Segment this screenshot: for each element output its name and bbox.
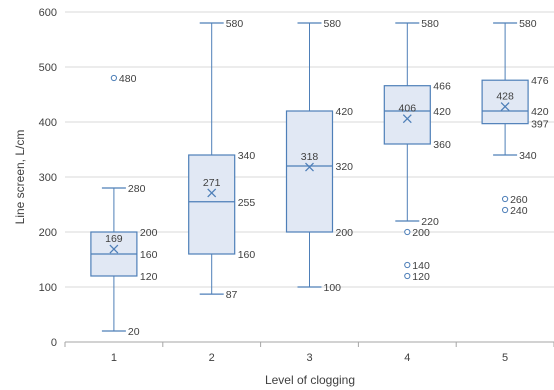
max-label: 580 bbox=[226, 18, 244, 30]
max-label: 580 bbox=[519, 18, 537, 30]
min-label: 100 bbox=[324, 282, 342, 294]
x-tick-label: 1 bbox=[111, 352, 117, 364]
outlier-point bbox=[110, 74, 118, 82]
median-label: 420 bbox=[433, 106, 451, 118]
outlier-point bbox=[404, 261, 411, 269]
outlier-point bbox=[502, 195, 509, 203]
min-label: 87 bbox=[226, 289, 238, 301]
median-label: 160 bbox=[140, 249, 158, 261]
mean-label: 428 bbox=[496, 91, 514, 103]
x-tick-label: 3 bbox=[306, 352, 312, 364]
q3-label: 476 bbox=[531, 75, 549, 87]
x-tick-label: 4 bbox=[404, 352, 410, 364]
outlier-point bbox=[404, 228, 411, 236]
q1-label: 200 bbox=[336, 227, 354, 239]
x-axis: 1 2 3 4 5 bbox=[64, 341, 554, 364]
q3-label: 340 bbox=[238, 150, 256, 162]
mean-label: 406 bbox=[399, 103, 417, 115]
min-label: 220 bbox=[421, 216, 439, 228]
mean-marker bbox=[500, 102, 510, 112]
outlier-point bbox=[404, 272, 411, 280]
x-tick-label: 2 bbox=[209, 352, 215, 364]
mean-label: 318 bbox=[301, 151, 319, 163]
mean-marker bbox=[305, 162, 314, 172]
median-label: 420 bbox=[531, 106, 549, 118]
iqr-box bbox=[383, 85, 431, 145]
mean-marker bbox=[109, 244, 119, 254]
box-series: 4802802020012016016958087340160255271580… bbox=[90, 18, 549, 338]
y-tick-label: 100 bbox=[39, 282, 57, 294]
y-tick-label: 300 bbox=[39, 172, 57, 184]
q1-label: 397 bbox=[531, 119, 549, 131]
outlier-label: 140 bbox=[412, 260, 430, 272]
y-tick-label: 400 bbox=[39, 117, 57, 129]
y-axis-title: Line screen, L/cm bbox=[13, 130, 27, 225]
outlier-label: 260 bbox=[510, 194, 528, 206]
q3-label: 200 bbox=[140, 227, 158, 239]
outlier-point bbox=[502, 206, 509, 214]
y-tick-label: 0 bbox=[51, 337, 57, 349]
q1-label: 120 bbox=[140, 271, 158, 283]
y-tick-label: 200 bbox=[39, 227, 57, 239]
mean-label: 169 bbox=[105, 233, 123, 245]
iqr-box bbox=[188, 154, 236, 255]
q1-label: 160 bbox=[238, 249, 256, 261]
y-tick-label: 600 bbox=[39, 7, 57, 19]
box-group-2: 580 87 340 160 255 271 bbox=[188, 18, 256, 301]
x-tick-label: 5 bbox=[502, 352, 508, 364]
max-label: 280 bbox=[128, 183, 146, 195]
box-group-3: 580 100 420 200 320 318 bbox=[285, 18, 354, 294]
iqr-box bbox=[285, 110, 334, 233]
min-label: 20 bbox=[128, 326, 140, 338]
mean-label: 271 bbox=[203, 177, 221, 189]
outlier-label: 120 bbox=[412, 271, 430, 283]
q1-label: 360 bbox=[433, 139, 451, 151]
median-label: 320 bbox=[336, 161, 354, 173]
y-axis-ticks: 0 100 200 300 400 500 600 bbox=[39, 7, 57, 349]
min-label: 340 bbox=[519, 150, 537, 162]
q3-label: 420 bbox=[336, 106, 354, 118]
iqr-box bbox=[481, 79, 529, 125]
q3-label: 466 bbox=[433, 81, 451, 93]
x-axis-title: Level of clogging bbox=[265, 373, 355, 387]
box-group-1: 480 280 20 200 120 160 169 bbox=[90, 73, 158, 338]
mean-marker bbox=[207, 188, 217, 198]
y-tick-label: 500 bbox=[39, 62, 57, 74]
max-label: 580 bbox=[324, 18, 342, 30]
outlier-label: 200 bbox=[412, 227, 430, 239]
outlier-label: 480 bbox=[119, 73, 137, 85]
max-label: 580 bbox=[421, 18, 439, 30]
median-label: 255 bbox=[238, 197, 256, 209]
mean-marker bbox=[402, 114, 412, 124]
outlier-label: 240 bbox=[510, 205, 528, 217]
